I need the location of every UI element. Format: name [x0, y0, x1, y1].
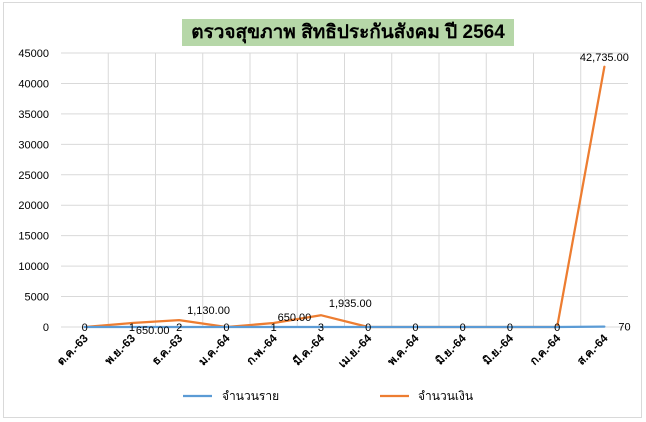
x-tick-label: พ.ย.-63 [103, 333, 138, 368]
x-tick-label: มิ.ย.-64 [433, 332, 469, 368]
data-label-amount: 650.00 [136, 325, 170, 337]
y-tick-label: 15000 [18, 231, 49, 243]
data-label-count: 0 [412, 322, 418, 334]
title-background [182, 19, 514, 46]
data-label-count: 0 [82, 322, 88, 334]
y-tick-label: 35000 [18, 109, 49, 121]
x-tick-label: ส.ค.-64 [575, 332, 611, 368]
x-tick-label: ก.พ.-64 [245, 332, 280, 367]
x-tick-label: มี.ค.-64 [291, 332, 328, 369]
x-tick-label: ต.ค.-63 [55, 333, 90, 368]
data-label-count: 70 [618, 322, 630, 334]
x-tick-label: ก.ค.-64 [528, 332, 564, 368]
legend-label: จำนวนราย [222, 389, 279, 403]
data-label-count: 2 [176, 322, 182, 334]
data-label-amount: 1,130.00 [187, 305, 230, 317]
data-label-amount: 42,735.00 [580, 52, 629, 64]
chart-title: ตรวจสุขภาพ สิทธิประกันสังคม ปี 2564 [191, 22, 505, 43]
data-label-count: 0 [223, 322, 229, 334]
y-tick-label: 20000 [18, 200, 49, 212]
data-label-count: 0 [507, 322, 513, 334]
data-label-count: 0 [554, 322, 560, 334]
x-tick-label: เม.ย.-64 [337, 332, 375, 370]
chart-frame [3, 2, 642, 418]
y-tick-label: 5000 [25, 292, 49, 304]
data-label-count: 3 [318, 322, 324, 334]
y-tick-label: 30000 [18, 139, 49, 151]
data-label-count: 1 [129, 322, 135, 334]
data-label-amount: 650.00 [278, 312, 312, 324]
y-tick-label: 40000 [18, 78, 49, 90]
legend-label: จำนวนเงิน [418, 389, 473, 403]
data-label-count: 0 [365, 322, 371, 334]
x-tick-label: พ.ค.-64 [386, 332, 422, 368]
y-tick-label: 25000 [18, 170, 49, 182]
x-tick-label: ม.ค.-64 [197, 332, 233, 368]
data-label-amount: 1,935.00 [329, 298, 372, 310]
x-tick-label: ธ.ค.-63 [150, 333, 185, 368]
y-tick-label: 45000 [18, 48, 49, 60]
data-label-count: 1 [271, 322, 277, 334]
y-tick-label: 10000 [18, 261, 49, 273]
data-label-count: 0 [460, 322, 466, 334]
y-tick-label: 0 [43, 322, 49, 334]
x-tick-label: มิ.ย.-64 [480, 332, 516, 368]
